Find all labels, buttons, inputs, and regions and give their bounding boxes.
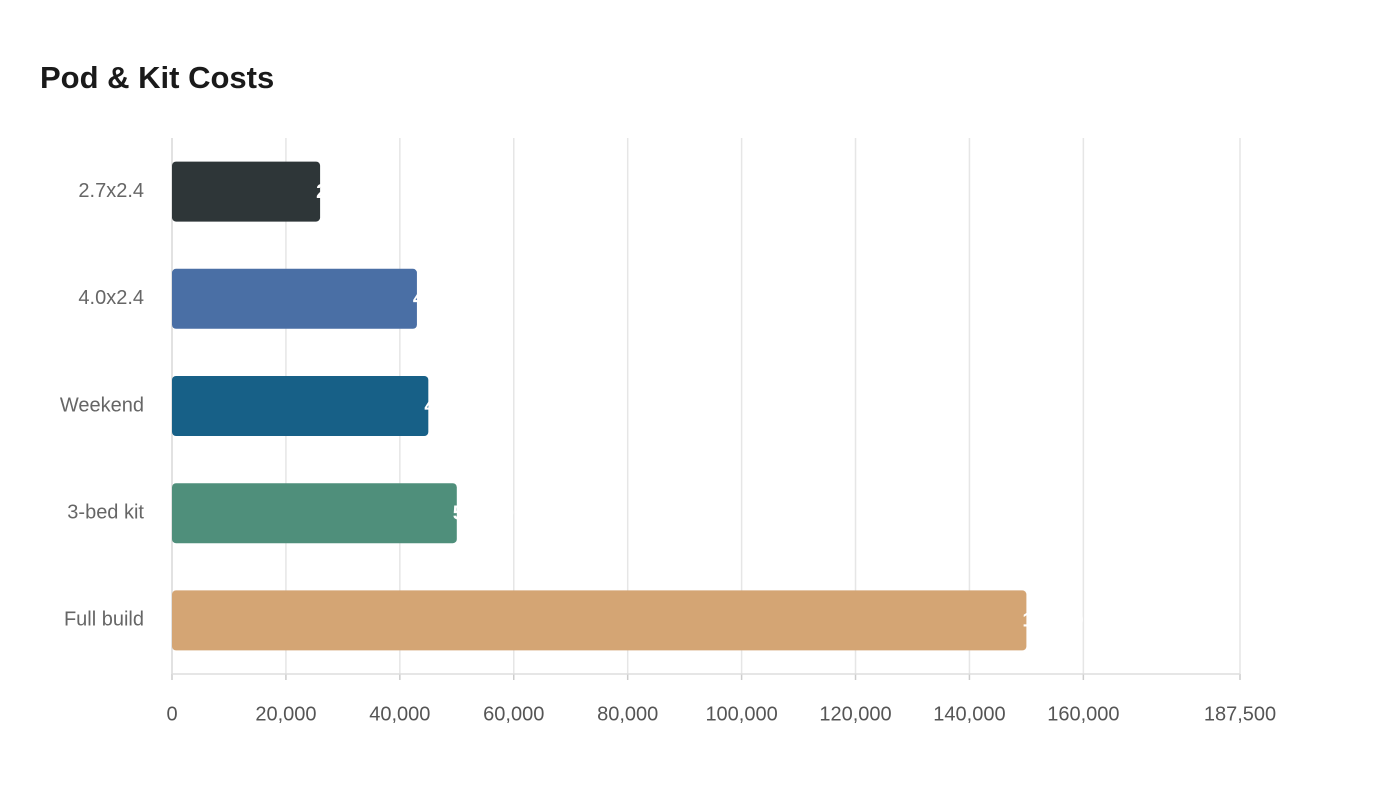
x-tick-label: 40,000: [369, 703, 430, 725]
y-tick-label: 4.0x2.4: [78, 287, 144, 309]
value-label: 45,000: [424, 395, 485, 417]
x-tick-label: 187,500: [1204, 703, 1276, 725]
x-tick-label: 0: [166, 703, 177, 725]
x-tick-label: 160,000: [1047, 703, 1119, 725]
bar: [172, 483, 457, 544]
x-tick-label: 80,000: [597, 703, 658, 725]
value-label: 26,000: [316, 181, 377, 203]
bar: [172, 590, 1027, 651]
value-label: 43,000: [413, 288, 474, 310]
y-tick-label: 3-bed kit: [67, 501, 144, 523]
x-tick-label: 60,000: [483, 703, 544, 725]
x-tick-label: 120,000: [819, 703, 891, 725]
x-tick-label: 20,000: [255, 703, 316, 725]
bar: [172, 161, 321, 222]
value-label: 50,000: [453, 502, 514, 524]
bar: [172, 376, 429, 436]
y-tick-label: Full build: [64, 609, 144, 631]
y-tick-label: Weekend: [60, 394, 144, 416]
x-tick-label: 140,000: [933, 703, 1005, 725]
y-tick-label: 2.7x2.4: [78, 180, 144, 202]
chart-title: Pod & Kit Costs: [40, 60, 274, 95]
bar: [172, 268, 417, 329]
value-label: 150,000: [1022, 610, 1094, 632]
x-tick-label: 100,000: [705, 703, 777, 725]
